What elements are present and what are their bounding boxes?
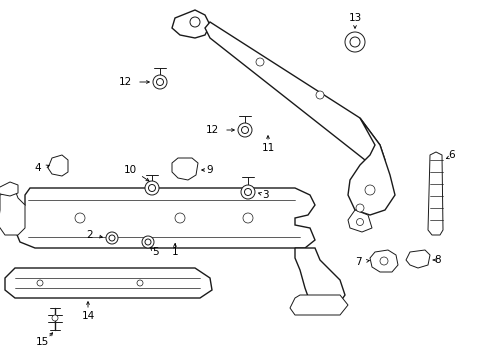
Circle shape bbox=[145, 239, 151, 245]
Circle shape bbox=[245, 189, 251, 195]
Text: 15: 15 bbox=[35, 337, 49, 347]
Text: 11: 11 bbox=[261, 143, 274, 153]
Circle shape bbox=[357, 219, 364, 225]
Circle shape bbox=[156, 78, 164, 86]
Polygon shape bbox=[290, 295, 348, 315]
Circle shape bbox=[106, 232, 118, 244]
Text: 3: 3 bbox=[262, 190, 269, 200]
Polygon shape bbox=[295, 248, 345, 308]
Circle shape bbox=[109, 235, 115, 241]
Circle shape bbox=[175, 213, 185, 223]
Text: 1: 1 bbox=[172, 247, 178, 257]
Circle shape bbox=[37, 280, 43, 286]
Text: 12: 12 bbox=[205, 125, 219, 135]
Polygon shape bbox=[428, 152, 443, 235]
Text: 10: 10 bbox=[123, 165, 137, 175]
Circle shape bbox=[365, 185, 375, 195]
Text: 6: 6 bbox=[449, 150, 455, 160]
Circle shape bbox=[238, 123, 252, 137]
Polygon shape bbox=[172, 10, 210, 38]
Text: 5: 5 bbox=[152, 247, 158, 257]
Text: 14: 14 bbox=[81, 311, 95, 321]
Text: 4: 4 bbox=[35, 163, 41, 173]
Text: 8: 8 bbox=[435, 255, 441, 265]
Circle shape bbox=[242, 126, 248, 134]
Circle shape bbox=[241, 185, 255, 199]
Polygon shape bbox=[0, 190, 25, 235]
Circle shape bbox=[52, 315, 58, 321]
Circle shape bbox=[256, 58, 264, 66]
Circle shape bbox=[316, 91, 324, 99]
Circle shape bbox=[345, 32, 365, 52]
Polygon shape bbox=[370, 250, 398, 272]
Circle shape bbox=[153, 75, 167, 89]
Polygon shape bbox=[0, 182, 18, 196]
Circle shape bbox=[356, 204, 364, 212]
Circle shape bbox=[243, 213, 253, 223]
Polygon shape bbox=[48, 155, 68, 176]
Polygon shape bbox=[172, 158, 198, 180]
Circle shape bbox=[148, 185, 155, 192]
Polygon shape bbox=[15, 188, 315, 248]
Circle shape bbox=[350, 37, 360, 47]
Text: 7: 7 bbox=[355, 257, 361, 267]
Polygon shape bbox=[348, 210, 372, 232]
Text: 9: 9 bbox=[207, 165, 213, 175]
Circle shape bbox=[380, 257, 388, 265]
Polygon shape bbox=[348, 118, 395, 215]
Circle shape bbox=[145, 181, 159, 195]
Polygon shape bbox=[406, 250, 430, 268]
Polygon shape bbox=[205, 22, 385, 172]
Text: 13: 13 bbox=[348, 13, 362, 23]
Circle shape bbox=[190, 17, 200, 27]
Circle shape bbox=[75, 213, 85, 223]
Polygon shape bbox=[5, 268, 212, 298]
Text: 12: 12 bbox=[119, 77, 132, 87]
Text: 2: 2 bbox=[87, 230, 93, 240]
Circle shape bbox=[137, 280, 143, 286]
Circle shape bbox=[142, 236, 154, 248]
